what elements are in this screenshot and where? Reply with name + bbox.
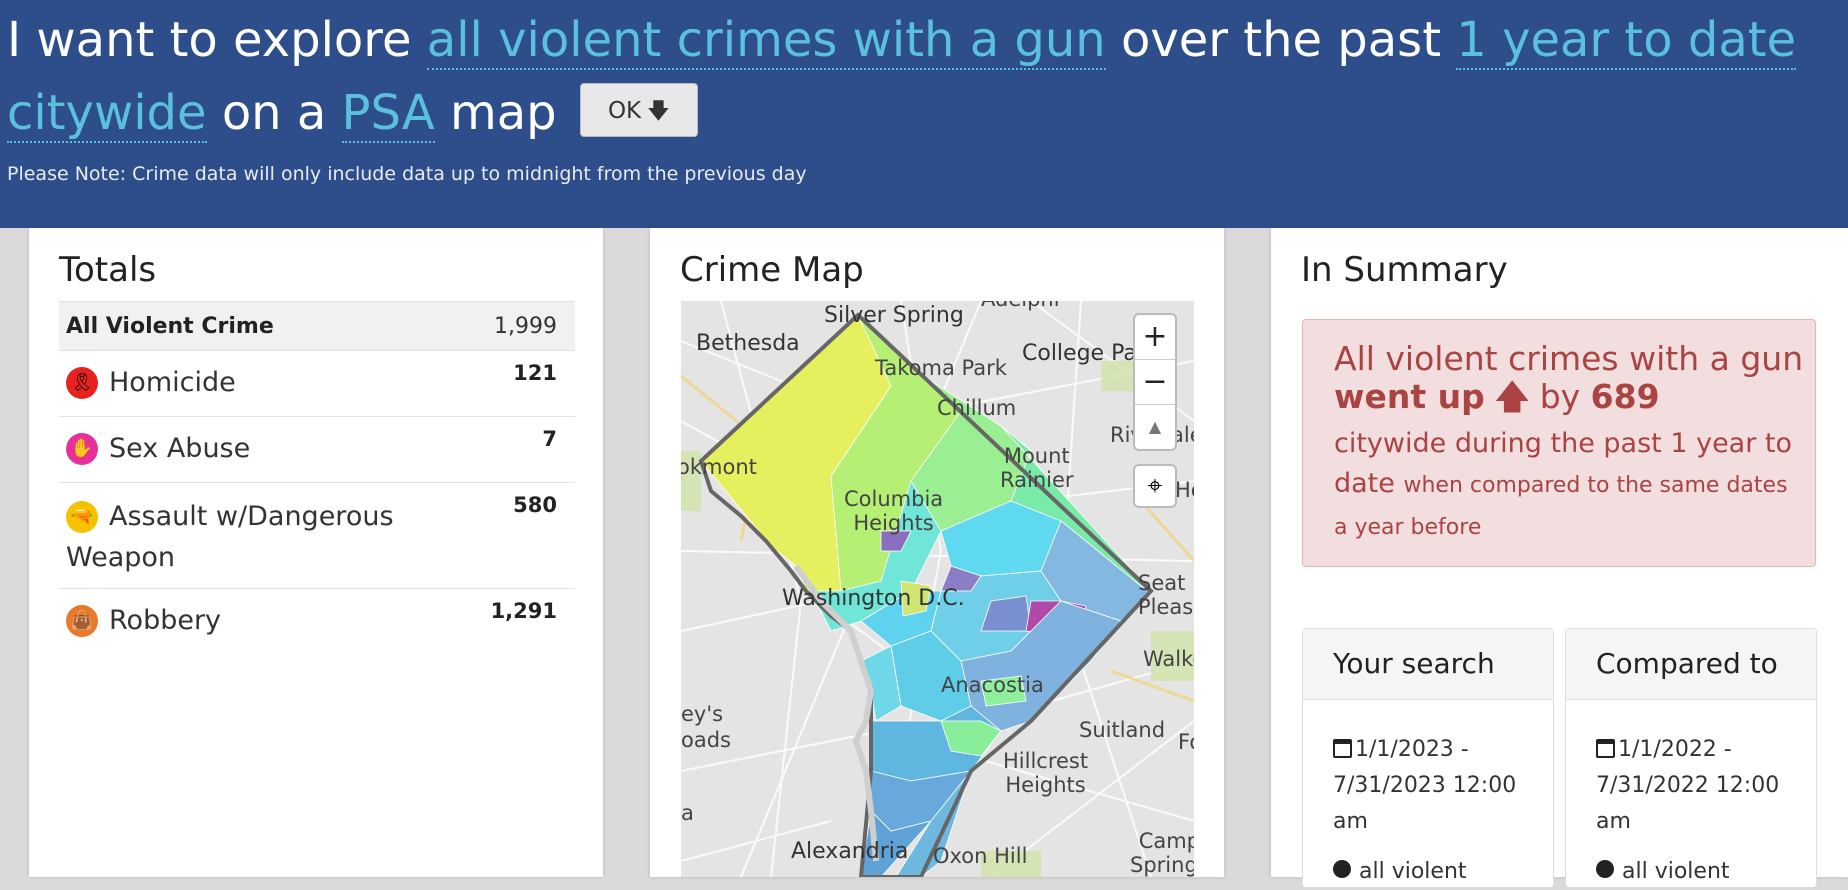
map-label-forestville: Fo	[1178, 730, 1194, 754]
hand-stop-icon: ✋	[66, 433, 98, 465]
totals-row-value: 580	[513, 493, 557, 517]
potomac-river	[793, 564, 879, 862]
map-label-washington-dc: Washington D.C.	[782, 586, 965, 611]
query-over-text: over the past	[1120, 12, 1442, 68]
summary-amount: 689	[1590, 377, 1660, 416]
compass-icon[interactable]: ▲	[1148, 417, 1162, 436]
map-label-anacostia: Anacostia	[941, 673, 1044, 697]
your-search-crime: all violent	[1359, 859, 1467, 884]
crime-map[interactable]: Silver Spring Adelphi Bethesda Takoma Pa…	[681, 301, 1194, 877]
bullet-icon	[1596, 860, 1614, 878]
map-label-walker-mill: Walke	[1143, 647, 1194, 671]
bag-icon: 👜	[66, 605, 98, 637]
map-label-ho: Ho	[1175, 478, 1194, 502]
summary-period: citywide during the past 1 year to date	[1334, 428, 1793, 499]
totals-row-value: 121	[513, 361, 557, 385]
query-prefix: I want to explore	[7, 12, 412, 68]
totals-row-label: Robbery	[109, 605, 222, 636]
time-range-select[interactable]: 1 year to date	[1456, 12, 1797, 70]
your-search-body: 1/1/2023 - 7/31/2023 12:00 am all violen…	[1333, 732, 1543, 890]
calendar-icon	[1596, 739, 1615, 758]
compared-to-dates: 1/1/2022 - 7/31/2022 12:00 am	[1596, 737, 1780, 834]
map-label-a: a	[681, 801, 694, 825]
map-label-takoma-park: Takoma Park	[875, 356, 1007, 380]
totals-row-homicide: 🎗 Homicide 121	[59, 351, 575, 417]
crime-map-panel: Crime Map	[650, 228, 1224, 877]
data-note: Please Note: Crime data will only includ…	[7, 163, 807, 185]
totals-row-sex-abuse: ✋ Sex Abuse 7	[59, 417, 575, 483]
map-label-brookmont: okmont	[681, 455, 757, 479]
map-label-chillum: Chillum	[937, 396, 1017, 420]
map-label-bethesda: Bethesda	[696, 331, 800, 356]
map-label-camp-springs: Camp Springs	[1130, 829, 1194, 877]
summary-headline: All violent crimes with a gun went up 🡅 …	[1334, 340, 1804, 416]
your-search-dates: 1/1/2023 - 7/31/2023 12:00 am	[1333, 737, 1517, 834]
totals-row-assault: 🔫 Assault w/Dangerous Weapon 580	[59, 483, 575, 589]
summary-title: In Summary	[1301, 250, 1508, 290]
ok-label: OK	[607, 98, 642, 124]
map-label-college-park: College Pa	[1022, 341, 1137, 366]
summary-direction: went up	[1334, 377, 1485, 416]
map-label-adelphi: Adelphi	[981, 301, 1060, 311]
map-title: Crime Map	[680, 250, 864, 290]
totals-title: Totals	[59, 250, 157, 290]
zoom-in-button[interactable]: +	[1135, 315, 1175, 360]
map-label-columbia-heights: Columbia Heights	[844, 487, 944, 535]
compared-to-body: 1/1/2022 - 7/31/2022 12:00 am all violen…	[1596, 732, 1806, 890]
arrow-up-icon: 🡅	[1495, 377, 1530, 416]
locate-icon[interactable]: ⌖	[1133, 464, 1177, 508]
summary-by: by	[1539, 377, 1581, 416]
map-label-mount-rainier: Mount Rainier	[1000, 444, 1074, 492]
totals-row-label: Sex Abuse	[109, 433, 251, 464]
compared-to-crime: all violent	[1622, 859, 1730, 884]
map-label-oxon-hill: Oxon Hill	[933, 844, 1028, 868]
summary-alert: All violent crimes with a gun went up 🡅 …	[1302, 319, 1816, 567]
zoom-controls: + − ▲	[1133, 313, 1177, 451]
summary-comparison: when compared to the same dates a year b…	[1334, 473, 1788, 540]
your-search-card: Your search 1/1/2023 - 7/31/2023 12:00 a…	[1302, 628, 1554, 888]
crime-type-select[interactable]: all violent crimes with a gun	[426, 12, 1106, 70]
totals-panel: Totals All Violent Crime 1,999 🎗 Homicid…	[29, 228, 603, 877]
totals-row-value: 7	[542, 427, 557, 451]
compared-to-title: Compared to	[1566, 629, 1816, 700]
zoom-out-button[interactable]: −	[1135, 360, 1175, 405]
totals-row-label: Homicide	[109, 367, 236, 398]
map-label-silver-spring: Silver Spring	[824, 303, 964, 328]
totals-all-label: All Violent Crime	[66, 314, 274, 339]
totals-row-value: 1,291	[490, 599, 557, 623]
map-label-hillcrest-heights: Hillcrest Heights	[1003, 749, 1089, 797]
summary-panel: In Summary All violent crimes with a gun…	[1271, 228, 1848, 888]
ribbon-icon: 🎗	[66, 367, 98, 399]
arrow-down-icon: 🡇	[647, 99, 670, 124]
totals-all-row: All Violent Crime 1,999	[59, 301, 575, 351]
totals-row-robbery: 👜 Robbery 1,291	[59, 589, 575, 653]
totals-row-label: Assault w/Dangerous Weapon	[66, 501, 394, 573]
map-label-alexandria: Alexandria	[791, 839, 909, 864]
query-sentence: I want to explore all violent crimes wit…	[7, 4, 1807, 150]
query-header: I want to explore all violent crimes wit…	[0, 0, 1848, 228]
ok-button[interactable]: OK 🡇	[579, 83, 698, 137]
map-canvas	[681, 301, 1194, 877]
map-type-select[interactable]: PSA	[341, 85, 435, 143]
calendar-icon	[1333, 739, 1352, 758]
area-select[interactable]: citywide	[7, 85, 207, 143]
summary-detail: citywide during the past 1 year to date …	[1334, 424, 1804, 548]
query-map-text: map	[449, 85, 557, 141]
bullet-icon	[1333, 860, 1351, 878]
compared-to-card: Compared to 1/1/2022 - 7/31/2022 12:00 a…	[1565, 628, 1817, 888]
your-search-title: Your search	[1303, 629, 1553, 700]
totals-all-value: 1,999	[494, 314, 557, 339]
map-label-seat-pleasant: Seat Pleasan	[1138, 571, 1194, 619]
summary-crime-text: All violent crimes with a gun	[1334, 339, 1804, 378]
map-label-suitland: Suitland	[1079, 718, 1166, 742]
gun-icon: 🔫	[66, 501, 98, 533]
query-on-text: on a	[221, 85, 327, 141]
map-label-baileys-crossroads: ey's oads	[681, 702, 731, 752]
